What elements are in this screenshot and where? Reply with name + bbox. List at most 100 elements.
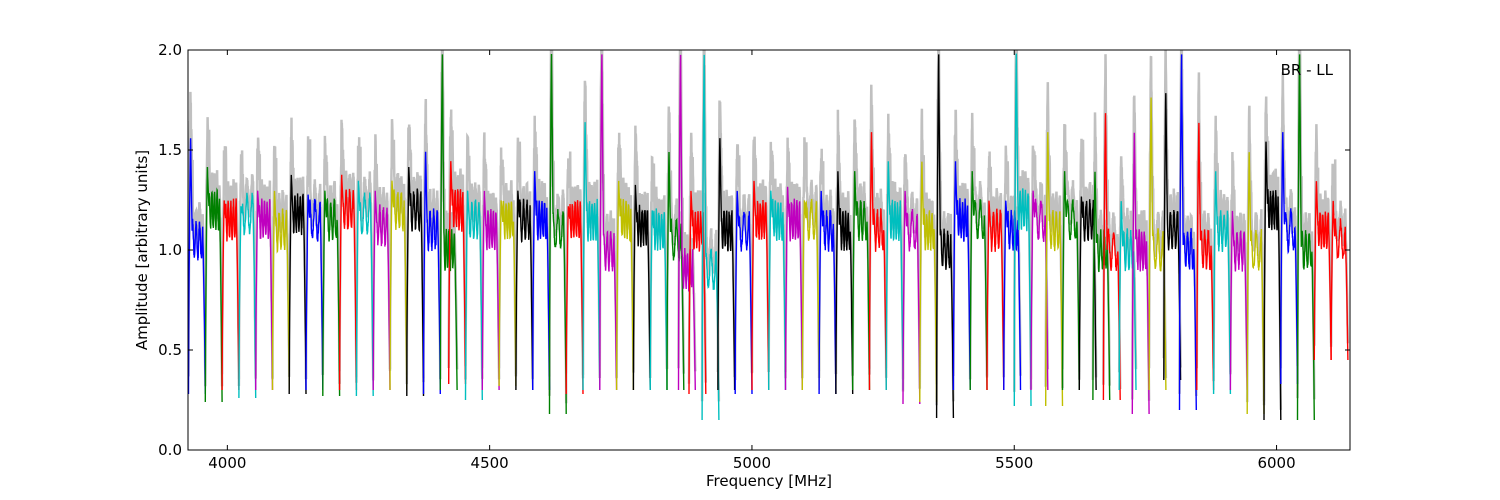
- series-line-19: [498, 200, 517, 387]
- background-trace-41: [851, 119, 871, 376]
- x-tick-label: 5000: [733, 454, 771, 472]
- background-trace-42: [868, 84, 888, 378]
- background-trace-44: [901, 154, 922, 392]
- series-line-65: [1229, 210, 1248, 391]
- background-trace-43: [884, 113, 905, 379]
- background-trace-2: [220, 146, 241, 380]
- series-line-6: [288, 174, 307, 395]
- series-line-25: [599, 54, 618, 391]
- series-line-0: [188, 138, 206, 395]
- series-line-3: [238, 192, 257, 399]
- series-line-10: [355, 180, 374, 397]
- background-trace-5: [271, 145, 291, 378]
- series-line-47: [952, 161, 971, 391]
- series-line-62: [1178, 54, 1197, 411]
- series-line-9: [338, 174, 358, 391]
- series-line-45: [919, 161, 938, 403]
- series-line-38: [801, 198, 820, 391]
- x-tick-label: 6000: [1257, 454, 1295, 472]
- series-line-17: [464, 190, 483, 401]
- series-line-55: [1078, 196, 1097, 391]
- series-line-18: [481, 190, 500, 391]
- series-line-21: [532, 171, 551, 391]
- series-line-8: [322, 190, 341, 397]
- background-trace-38: [801, 137, 821, 379]
- series-line-60: [1148, 97, 1167, 391]
- background-trace-10: [355, 137, 375, 383]
- background-trace-0: [188, 91, 207, 377]
- background-trace-23: [564, 151, 585, 379]
- series-line-43: [885, 161, 904, 391]
- background-trace-28: [648, 155, 669, 378]
- y-tick-label: 0.0: [158, 441, 182, 459]
- series-line-32: [701, 54, 720, 421]
- series-line-7: [305, 194, 324, 391]
- y-tick-label: 2.0: [158, 41, 182, 59]
- background-trace-4: [254, 137, 274, 380]
- series-line-1: [204, 166, 223, 403]
- series-line-64: [1212, 171, 1232, 395]
- series-line-15: [439, 54, 458, 391]
- series-line-14: [422, 151, 441, 395]
- background-trace-71: [1329, 159, 1350, 347]
- series-line-68: [1280, 132, 1299, 385]
- series-line-29: [666, 151, 685, 391]
- series-line-66: [1246, 152, 1265, 415]
- x-tick-label: 4000: [208, 454, 246, 472]
- series-line-71: [1330, 200, 1349, 361]
- series-layer: [188, 53, 1349, 421]
- background-trace-65: [1229, 151, 1249, 378]
- background-trace-67: [1262, 96, 1283, 410]
- background-trace-27: [632, 125, 652, 378]
- background-trace-35: [750, 136, 770, 373]
- background-trace-39: [817, 148, 838, 379]
- series-line-51: [1013, 53, 1032, 407]
- series-line-70: [1313, 181, 1332, 361]
- series-line-30: [677, 54, 696, 391]
- y-tick-label: 0.5: [158, 341, 182, 359]
- series-line-67: [1263, 141, 1282, 421]
- series-line-5: [271, 190, 290, 391]
- background-trace-52: [1029, 145, 1050, 380]
- background-trace-70: [1313, 124, 1333, 346]
- series-line-42: [868, 132, 887, 391]
- series-line-59: [1131, 132, 1150, 415]
- ticks-layer: 4000 4500 5000 5500 6000 0.0 0.5 1.0 1.5 2.0: [158, 41, 1350, 472]
- x-tick-label: 5500: [995, 454, 1033, 472]
- y-axis-label: Amplitude [arbitrary units]: [133, 150, 151, 350]
- annotation-label: BR - LL: [1281, 61, 1334, 79]
- background-trace-34: [733, 144, 754, 381]
- series-line-13: [406, 166, 425, 397]
- background-trace-29: [665, 106, 686, 374]
- background-trace-64: [1212, 115, 1232, 382]
- series-line-39: [818, 190, 837, 395]
- series-line-35: [751, 180, 770, 391]
- series-line-36: [768, 190, 787, 391]
- series-line-27: [632, 184, 651, 391]
- series-line-16: [448, 161, 467, 385]
- series-line-63: [1196, 122, 1215, 391]
- background-trace-68: [1279, 72, 1299, 369]
- series-line-61: [1163, 93, 1182, 381]
- series-line-4: [255, 190, 274, 391]
- series-line-49: [986, 200, 1005, 391]
- series-line-2: [221, 198, 240, 391]
- x-axis-label: Frequency [MHz]: [706, 472, 832, 490]
- series-line-26: [615, 180, 635, 391]
- background-trace-48: [968, 112, 989, 380]
- background-trace-37: [784, 137, 804, 373]
- series-line-24: [582, 122, 601, 391]
- background-trace-18: [481, 132, 501, 380]
- series-line-28: [649, 208, 668, 391]
- y-tick-label: 1.0: [158, 241, 182, 259]
- background-trace-33: [716, 100, 736, 378]
- y-tick-label: 1.5: [158, 141, 182, 159]
- series-line-12: [389, 180, 408, 391]
- series-line-37: [784, 186, 803, 391]
- background-trace-3: [237, 150, 257, 387]
- series-line-41: [852, 171, 871, 391]
- series-line-48: [969, 171, 988, 391]
- background-trace-66: [1245, 105, 1266, 403]
- series-line-11: [372, 190, 391, 391]
- x-tick-label: 4500: [471, 454, 509, 472]
